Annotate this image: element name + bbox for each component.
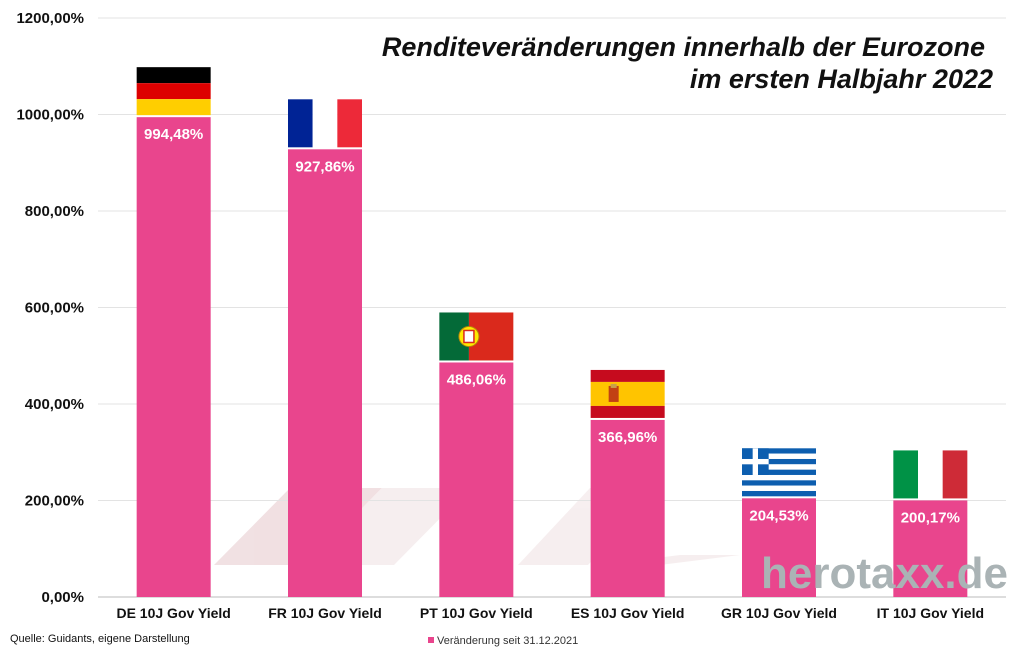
- y-axis-ticks: 0,00% 200,00% 400,00% 600,00% 800,00% 1000,00…: [16, 10, 84, 606]
- bar: [590, 419, 665, 597]
- gridlines: [98, 17, 1006, 598]
- bar: [893, 500, 968, 597]
- data-label: 204,53%: [749, 507, 808, 524]
- x-tick-label: IT 10J Gov Yield: [877, 605, 984, 621]
- source-note: Quelle: Guidants, eigene Darstellung: [10, 633, 190, 645]
- y-tick-label: 1200,00%: [16, 10, 84, 27]
- germany-flag-icon: [136, 67, 211, 116]
- data-label: 927,86%: [295, 158, 354, 175]
- chart-title-line-2: im ersten Halbjahr 2022: [690, 64, 993, 94]
- legend-entry: Veränderung seit 31.12.2021: [437, 635, 578, 647]
- data-label: 994,48%: [144, 126, 203, 143]
- chart-title-line-1: Renditeveränderungen innerhalb der Euroz…: [382, 32, 985, 62]
- legend: Veränderung seit 31.12.2021: [428, 635, 578, 647]
- x-axis-categories: DE 10J Gov Yield FR 10J Gov Yield PT 10J G…: [116, 605, 984, 621]
- greece-flag-icon: [742, 448, 816, 497]
- data-label: 366,96%: [598, 429, 657, 446]
- data-label: 200,17%: [901, 509, 960, 526]
- bar: [742, 498, 816, 597]
- x-tick-label: GR 10J Gov Yield: [721, 605, 837, 621]
- x-tick-label: ES 10J Gov Yield: [571, 605, 685, 621]
- y-tick-label: 800,00%: [25, 203, 84, 220]
- bar: [136, 117, 211, 598]
- watermark: herotaxx.de: [761, 549, 1008, 598]
- y-tick-label: 200,00%: [25, 493, 84, 510]
- x-tick-label: DE 10J Gov Yield: [116, 605, 230, 621]
- y-tick-label: 400,00%: [25, 396, 84, 413]
- bars: [136, 117, 968, 598]
- legend-swatch: [428, 637, 434, 643]
- data-label: 486,06%: [447, 371, 506, 388]
- y-tick-label: 600,00%: [25, 300, 84, 317]
- y-tick-label: 0,00%: [41, 589, 84, 606]
- flags: [136, 67, 968, 499]
- italy-flag-icon: [893, 450, 968, 499]
- portugal-flag-icon: [439, 312, 514, 361]
- spain-flag-icon: [590, 369, 665, 418]
- bar: [439, 362, 514, 597]
- france-flag-icon: [288, 99, 362, 148]
- y-tick-label: 1000,00%: [16, 107, 84, 124]
- x-tick-label: FR 10J Gov Yield: [268, 605, 382, 621]
- data-labels: 994,48% 927,86% 486,06% 366,96% 204,53% 200,1…: [144, 126, 960, 526]
- bar: [288, 149, 362, 597]
- x-tick-label: PT 10J Gov Yield: [420, 605, 533, 621]
